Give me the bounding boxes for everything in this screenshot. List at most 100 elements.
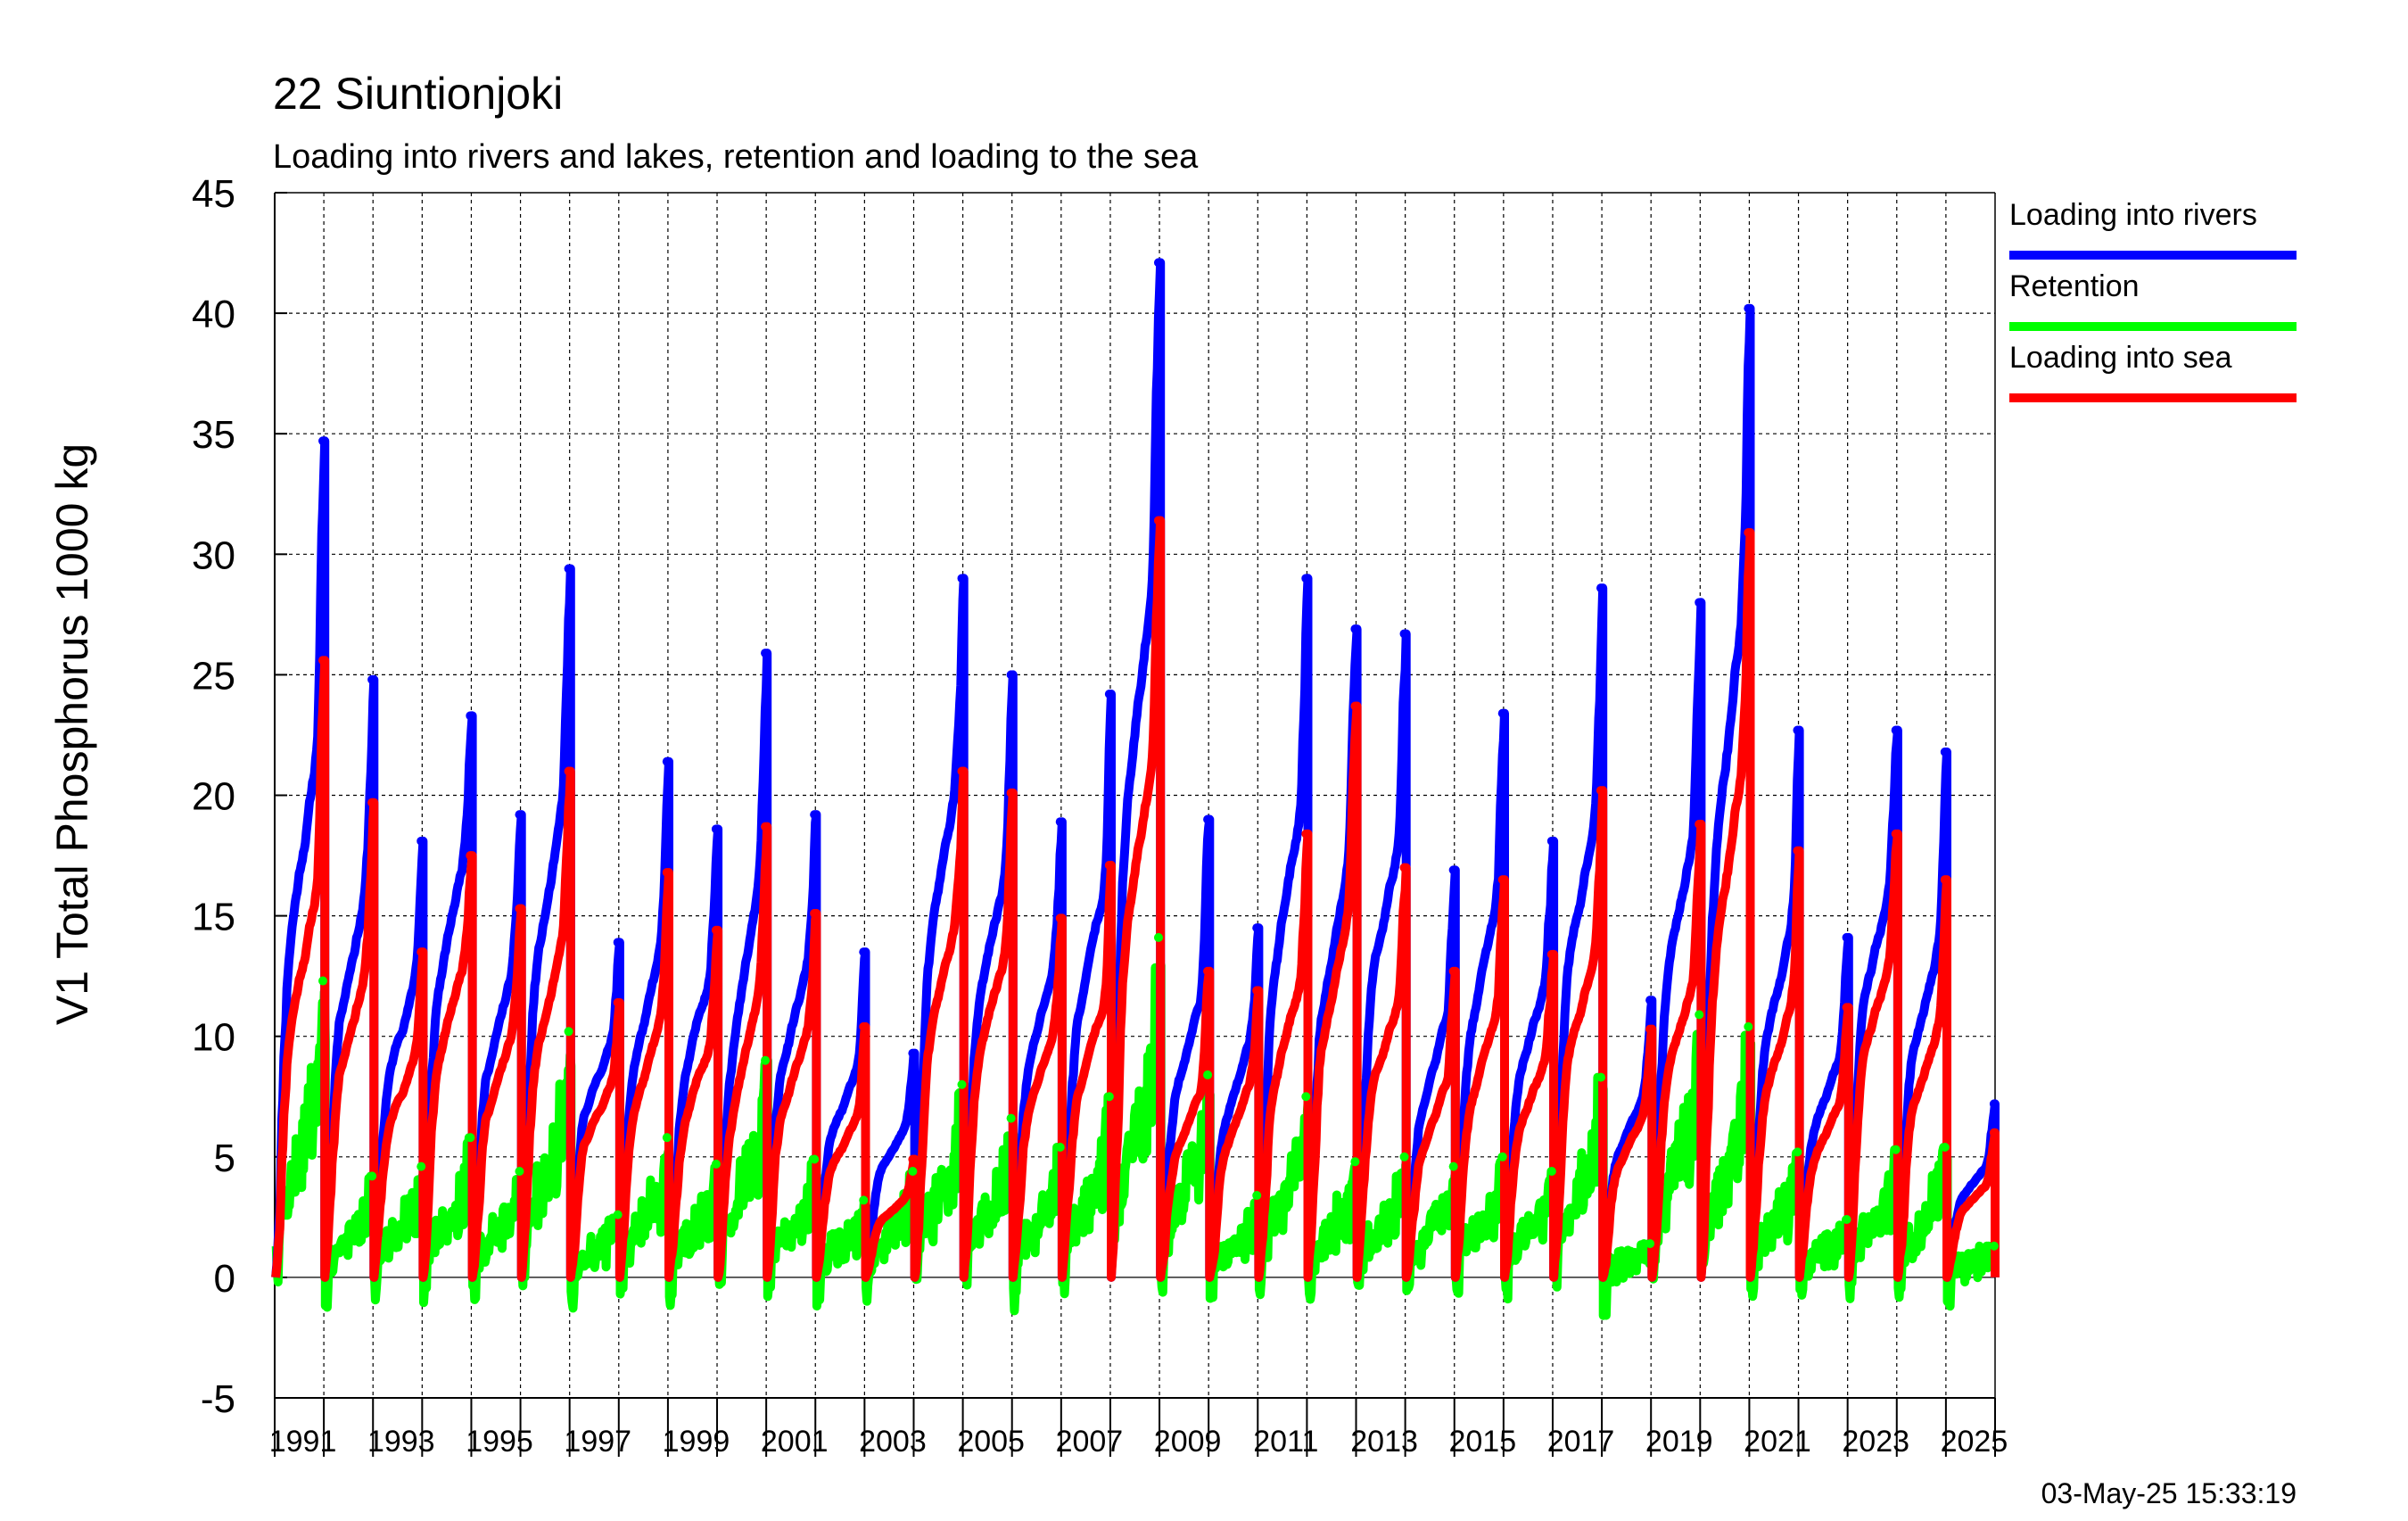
x-tick-label: 2015	[1448, 1425, 1516, 1459]
data-point-sea	[1940, 875, 1950, 885]
data-point-retention	[1055, 1142, 1065, 1152]
data-point-sea	[859, 1021, 869, 1031]
data-point-retention	[1448, 1161, 1458, 1171]
data-point-rivers	[466, 711, 475, 721]
x-tick-label: 2013	[1350, 1425, 1418, 1459]
data-point-retention	[1645, 1239, 1655, 1249]
data-point-retention	[1350, 1157, 1360, 1167]
data-point-rivers	[1448, 865, 1458, 875]
data-point-rivers	[711, 824, 721, 834]
data-point-rivers	[1891, 725, 1901, 735]
x-tick-label: 1995	[466, 1425, 533, 1459]
legend-label: Loading into sea	[2009, 341, 2232, 375]
data-point-sea	[1448, 966, 1458, 976]
y-tick-label: 15	[192, 896, 235, 939]
data-point-retention	[1793, 1147, 1802, 1157]
data-point-sea	[318, 656, 328, 665]
data-point-retention	[1940, 1142, 1950, 1152]
data-point-retention	[859, 1195, 869, 1205]
data-point-sea	[466, 851, 475, 861]
data-point-retention	[761, 1055, 771, 1065]
y-tick-label: 0	[214, 1257, 235, 1301]
data-point-rivers	[859, 947, 869, 957]
data-point-retention	[318, 976, 328, 986]
data-point-rivers	[1006, 670, 1016, 680]
data-point-sea	[515, 904, 524, 913]
data-point-sea	[1350, 701, 1360, 711]
legend: Loading into rivers Retention Loading into…	[2009, 198, 2297, 402]
y-tick-label: 20	[192, 775, 235, 819]
series-line-retention	[271, 961, 2000, 1320]
data-point-sea	[1546, 949, 1556, 959]
legend-label: Retention	[2009, 269, 2140, 303]
data-point-retention	[1203, 1070, 1213, 1079]
data-point-rivers	[1153, 258, 1163, 268]
x-tick-label: 2003	[859, 1425, 927, 1459]
data-point-sea	[711, 925, 721, 935]
data-point-rivers	[515, 810, 524, 820]
data-point-retention	[515, 1167, 524, 1177]
x-tick-label: 2017	[1547, 1425, 1615, 1459]
x-tick-label: 1993	[367, 1425, 435, 1459]
series-lines	[271, 258, 2000, 1320]
data-point-sea	[1055, 913, 1065, 923]
data-point-rivers	[761, 649, 771, 658]
data-point-rivers	[1842, 932, 1851, 942]
data-point-retention	[662, 1133, 672, 1143]
data-point-sea	[1891, 829, 1901, 839]
data-point-rivers	[1497, 708, 1507, 718]
data-point-sea	[416, 947, 426, 957]
timestamp: 03-May-25 15:33:19	[2041, 1477, 2297, 1509]
data-point-rivers	[662, 756, 672, 766]
y-tick-label: 40	[192, 293, 235, 336]
data-point-retention	[416, 1161, 426, 1171]
data-point-rivers	[957, 574, 967, 583]
data-point-sea	[1695, 819, 1704, 829]
data-point-retention	[1695, 1010, 1704, 1020]
data-point-rivers	[1104, 690, 1114, 699]
data-point-sea	[1252, 986, 1262, 996]
data-point-rivers	[1301, 574, 1311, 583]
x-tick-label: 2023	[1842, 1425, 1909, 1459]
data-point-retention	[367, 1171, 377, 1181]
data-point-sea	[613, 997, 623, 1007]
data-point-sea	[1203, 966, 1213, 976]
data-point-retention	[466, 1133, 475, 1143]
data-point-rivers	[613, 938, 623, 947]
data-point-sea	[1104, 860, 1114, 870]
y-tick-label: 30	[192, 533, 235, 577]
x-tick-label: 2007	[1056, 1425, 1124, 1459]
data-point-sea	[1842, 1003, 1851, 1013]
data-point-retention	[1006, 1113, 1016, 1123]
y-tick-label: 5	[214, 1137, 235, 1180]
data-point-retention	[613, 1210, 623, 1219]
data-point-retention	[908, 1167, 918, 1177]
data-point-retention	[1891, 1145, 1901, 1154]
data-point-rivers	[367, 674, 377, 684]
data-point-retention	[711, 1159, 721, 1169]
y-tick-label: 25	[192, 654, 235, 698]
data-point-rivers	[1203, 814, 1213, 824]
data-point-rivers	[1744, 303, 1753, 313]
data-point-rivers	[1645, 996, 1655, 1005]
data-point-retention	[1989, 1241, 1999, 1251]
y-axis-label: V1 Total Phosphorus 1000 kg	[47, 443, 97, 1025]
data-point-rivers	[908, 1048, 918, 1058]
data-point-retention	[1744, 1021, 1753, 1031]
data-point-rivers	[1695, 598, 1704, 608]
x-tick-label: 2001	[761, 1425, 829, 1459]
data-point-sea	[564, 766, 573, 776]
data-point-retention	[1252, 1191, 1262, 1201]
y-tick-label: 10	[192, 1016, 235, 1060]
y-tick-label: 45	[192, 172, 235, 216]
x-tick-label: 1991	[269, 1425, 337, 1459]
x-tick-label: 2021	[1744, 1425, 1811, 1459]
data-point-rivers	[810, 810, 820, 820]
data-point-rivers	[1596, 583, 1605, 593]
data-point-rivers	[1940, 747, 1950, 756]
data-point-retention	[1842, 1215, 1851, 1225]
data-point-rivers	[1252, 923, 1262, 933]
data-point-retention	[564, 1027, 573, 1037]
data-point-retention	[810, 1154, 820, 1164]
x-tick-label: 2009	[1154, 1425, 1222, 1459]
